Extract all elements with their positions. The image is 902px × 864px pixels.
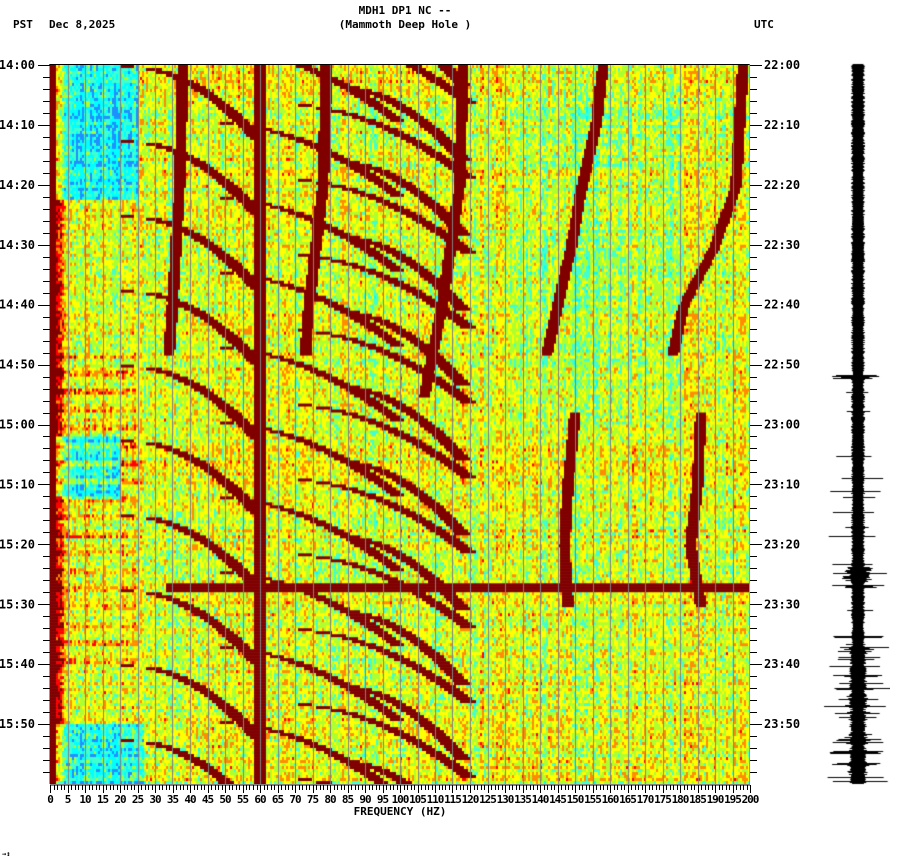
y-tick-label-utc: 22:20 [764,178,800,192]
y-tick-label-utc: 22:40 [764,298,800,312]
y-tick-label-pst: 14:40 [0,298,35,312]
y-tick-label-utc: 22:00 [764,58,800,72]
x-tick-label: 30 [149,793,161,806]
x-tick-label: 80 [324,793,336,806]
y-tick-label-utc: 23:20 [764,537,800,551]
x-tick-label: 55 [237,793,249,806]
x-tick-label: 70 [289,793,301,806]
y-tick-label-pst: 14:00 [0,58,35,72]
x-tick-label: 195 [724,793,741,806]
y-tick-label-pst: 15:30 [0,597,35,611]
y-tick-label-utc: 23:30 [764,597,800,611]
x-tick-label: 0 [47,793,53,806]
x-tick-label: 25 [132,793,144,806]
y-tick-label-pst: 15:20 [0,537,35,551]
title-line-1: MDH1 DP1 NC -- [358,4,452,17]
x-tick-label: 5 [65,793,71,806]
x-tick-label: 125 [479,793,496,806]
x-tick-label: 60 [254,793,266,806]
y-tick-label-pst: 14:50 [0,358,35,372]
x-tick-label: 170 [637,793,654,806]
x-tick-label: 115 [444,793,461,806]
right-timezone-label: UTC [754,18,774,31]
x-tick-label: 160 [602,793,619,806]
y-tick-label-pst: 14:20 [0,178,35,192]
y-tick-label-pst: 15:40 [0,657,35,671]
y-tick-label-pst: 15:00 [0,418,35,432]
x-tick-label: 135 [514,793,531,806]
x-tick-label: 10 [79,793,91,806]
y-tick-label-utc: 22:50 [764,358,800,372]
x-tick-label: 120 [462,793,479,806]
x-tick-label: 20 [114,793,126,806]
x-tick-label: 85 [342,793,354,806]
x-tick-label: 155 [584,793,601,806]
x-tick-label: 145 [549,793,566,806]
footer-mark: →↕ [2,850,11,858]
y-tick-label-pst: 15:10 [0,477,35,491]
x-tick-label: 65 [272,793,284,806]
x-tick-label: 190 [707,793,724,806]
y-tick-label-utc: 23:00 [764,418,800,432]
y-tick-label-utc: 23:10 [764,477,800,491]
y-tick-label-utc: 22:10 [764,118,800,132]
x-tick-label: 165 [619,793,636,806]
x-tick-label: 15 [97,793,109,806]
y-tick-label-utc: 23:50 [764,717,800,731]
left-timezone-label: PST [13,18,33,31]
x-tick-label: 175 [654,793,671,806]
title-line-2: (Mammoth Deep Hole ) [338,18,472,31]
y-tick-label-utc: 22:30 [764,238,800,252]
x-tick-label: 75 [307,793,319,806]
x-tick-label: 150 [567,793,584,806]
x-tick-label: 35 [167,793,179,806]
x-tick-label: 140 [532,793,549,806]
spectrogram-plot [50,65,750,784]
y-tick-label-pst: 15:50 [0,717,35,731]
x-axis-label: FREQUENCY (HZ) [353,805,447,818]
x-tick-label: 200 [742,793,759,806]
x-tick-label: 180 [672,793,689,806]
seismogram-trace [820,60,890,790]
x-tick-label: 130 [497,793,514,806]
y-tick-label-pst: 14:30 [0,238,35,252]
x-tick-label: 40 [184,793,196,806]
y-tick-label-utc: 23:40 [764,657,800,671]
x-tick-label: 50 [219,793,231,806]
y-tick-label-pst: 14:10 [0,118,35,132]
x-tick-label: 45 [202,793,214,806]
x-tick-label: 185 [689,793,706,806]
date-label: Dec 8,2025 [49,18,116,31]
spectrogram-heatmap [50,65,750,784]
